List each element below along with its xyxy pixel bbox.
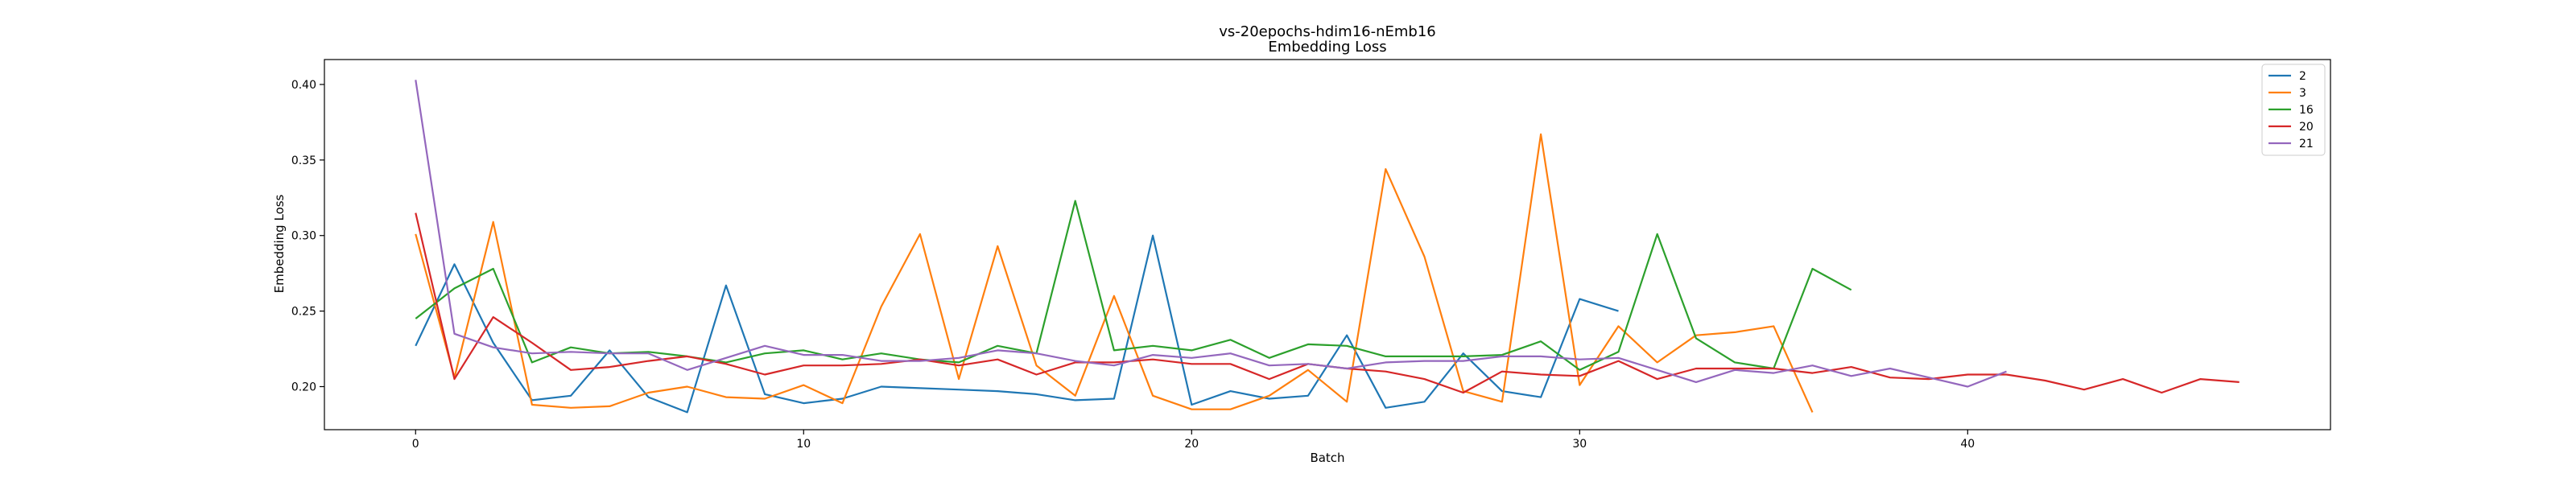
legend-label-20: 20 xyxy=(2299,121,2314,134)
y-tick-label: 0.20 xyxy=(291,381,316,393)
x-tick-label: 10 xyxy=(796,438,811,451)
legend-box xyxy=(2261,64,2326,156)
chart-subtitle: Embedding Loss xyxy=(1268,39,1386,56)
y-tick-label: 0.30 xyxy=(291,230,316,243)
legend: 2 3 16 20 21 xyxy=(2261,64,2326,156)
plot-frame xyxy=(324,59,2331,430)
series-line-3 xyxy=(415,133,1814,413)
legend-label-16: 16 xyxy=(2299,104,2314,117)
y-tick-label: 0.25 xyxy=(291,306,316,319)
y-tick-label: 0.35 xyxy=(291,154,316,167)
series-line-2 xyxy=(415,234,1619,414)
series-lines xyxy=(415,80,2240,414)
legend-label-2: 2 xyxy=(2299,70,2306,83)
y-tick-label: 0.40 xyxy=(291,79,316,92)
y-axis-label: Embedding Loss xyxy=(272,194,287,293)
x-tick-label: 0 xyxy=(412,438,419,451)
legend-label-3: 3 xyxy=(2299,87,2306,100)
x-tick-label: 20 xyxy=(1184,438,1199,451)
x-tick-label: 30 xyxy=(1572,438,1587,451)
series-line-21 xyxy=(415,80,2007,388)
legend-label-21: 21 xyxy=(2299,138,2314,150)
axis-ticks: 0 10 20 30 40 0.20 0.25 0.30 0.35 0.40 xyxy=(291,79,1975,451)
x-tick-label: 40 xyxy=(1960,438,1975,451)
series-line-16 xyxy=(415,200,1852,371)
x-axis-label: Batch xyxy=(1310,451,1344,465)
chart-title: vs-20epochs-hdim16-nEmb16 xyxy=(1219,23,1436,40)
